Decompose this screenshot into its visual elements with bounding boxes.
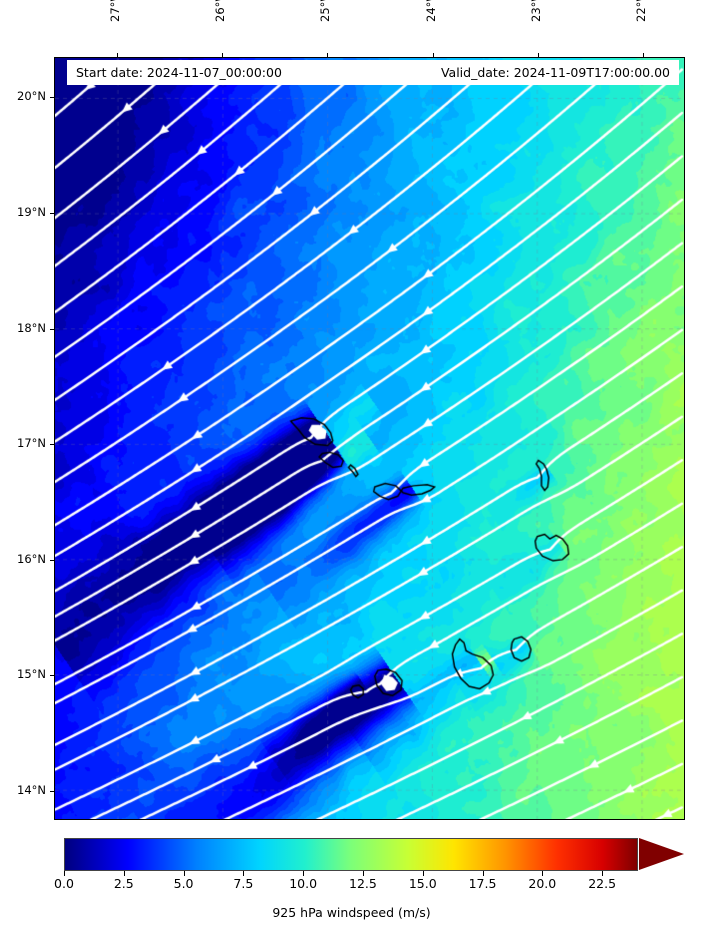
lon-tick-label: 27°W — [108, 0, 123, 22]
colorbar-tick-mark — [123, 871, 125, 876]
lat-tick-mark — [50, 559, 54, 561]
colorbar-tick-label: 12.5 — [349, 876, 377, 891]
lat-tick-mark — [50, 328, 54, 330]
colorbar-tick-label: 22.5 — [588, 876, 617, 891]
colorbar-tick-label: 5.0 — [173, 876, 194, 891]
colorbar-tick-mark — [183, 871, 185, 876]
lat-tick-label: 15°N — [17, 667, 46, 682]
colorbar-tick-mark — [303, 871, 305, 876]
lat-tick-label: 16°N — [17, 551, 46, 566]
lat-tick-label: 14°N — [17, 783, 46, 798]
lat-tick-mark — [50, 213, 54, 215]
colorbar-extend-max-arrow — [639, 838, 684, 870]
lat-tick-mark — [50, 791, 54, 793]
colorbar-title: 925 hPa windspeed (m/s) — [272, 905, 431, 920]
colorbar-tick-mark — [482, 871, 484, 876]
colorbar-tick-mark — [422, 871, 424, 876]
lat-tick-mark — [50, 444, 54, 446]
map-plot-area[interactable] — [54, 57, 685, 820]
lon-tick-label: 22°W — [633, 0, 648, 22]
colorbar-tick-label: 15.0 — [408, 876, 437, 891]
colorbar-tick-label: 10.0 — [289, 876, 318, 891]
lat-tick-label: 18°N — [17, 320, 46, 335]
lon-tick-mark — [642, 53, 644, 57]
valid-date-label: Valid_date: 2024-11-09T17:00:00.00 — [440, 65, 670, 80]
lon-tick-label: 24°W — [423, 0, 438, 22]
colorbar-tick-mark — [602, 871, 604, 876]
colorbar-tick-label: 2.5 — [113, 876, 134, 891]
colorbar-tick-label: 7.5 — [233, 876, 254, 891]
lon-tick-mark — [432, 53, 434, 57]
colorbar-tick-label: 17.5 — [468, 876, 497, 891]
lat-tick-mark — [50, 675, 54, 677]
colorbar-tick-mark — [542, 871, 544, 876]
colorbar-tick-label: 0.0 — [54, 876, 74, 891]
colorbar-tick-mark — [243, 871, 245, 876]
lon-tick-mark — [222, 53, 224, 57]
lat-tick-mark — [50, 97, 54, 99]
lat-tick-label: 20°N — [17, 89, 46, 104]
lat-tick-label: 17°N — [17, 436, 46, 451]
lat-tick-label: 19°N — [17, 205, 46, 220]
colorbar-tick-mark — [64, 871, 65, 876]
start-date-label: Start date: 2024-11-07_00:00:00 — [76, 65, 282, 80]
lon-tick-mark — [537, 53, 539, 57]
lon-tick-mark — [117, 53, 119, 57]
colorbar-body — [64, 838, 638, 871]
colorbar: 0.0 2.5 5.0 7.5 10.0 12.5 15.0 17.5 20.0 22.5 — [54, 838, 684, 891]
lon-tick-label: 25°W — [318, 0, 333, 22]
colorbar-tick-mark — [362, 871, 364, 876]
windspeed-field-canvas — [55, 58, 684, 819]
lon-tick-mark — [327, 53, 329, 57]
colorbar-gradient — [65, 839, 637, 870]
colorbar-tick-label: 20.0 — [528, 876, 557, 891]
lon-tick-label: 23°W — [528, 0, 543, 22]
lon-tick-label: 26°W — [213, 0, 228, 22]
date-title-box: Start date: 2024-11-07_00:00:00 Valid_da… — [67, 60, 679, 85]
